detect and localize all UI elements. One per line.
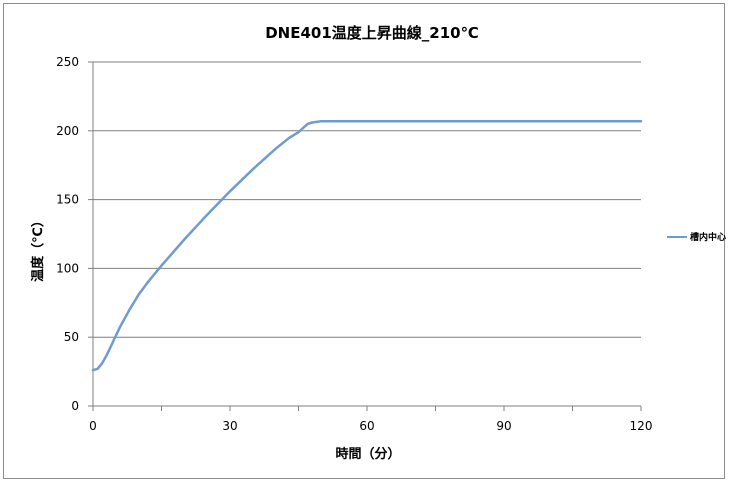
y-tick-label: 0 [71,399,79,413]
y-tick-label: 150 [56,193,79,207]
x-tick-label: 120 [630,419,653,433]
y-tick-label: 50 [64,330,79,344]
x-tick-label: 60 [359,419,374,433]
x-tick-label: 30 [222,419,237,433]
legend: 槽内中心 [667,231,726,243]
x-tick-label: 90 [496,419,511,433]
series-lines [91,119,643,372]
chart-frame [3,3,725,479]
x-axis-label: 時間（分） [335,446,400,462]
series-line [91,119,643,372]
grid-lines [88,61,642,411]
y-axis-label: 温度（℃） [30,214,46,282]
y-tick-label: 200 [56,124,79,138]
chart-title: DNE401温度上昇曲線_210℃ [265,24,479,42]
x-tick-label: 0 [89,419,97,433]
y-tick-label: 250 [56,55,79,69]
tick-labels: 0 50 100 150 200 250 0 30 60 90 120 [56,55,652,433]
y-tick-label: 100 [56,261,79,275]
legend-label: 槽内中心 [690,231,726,243]
